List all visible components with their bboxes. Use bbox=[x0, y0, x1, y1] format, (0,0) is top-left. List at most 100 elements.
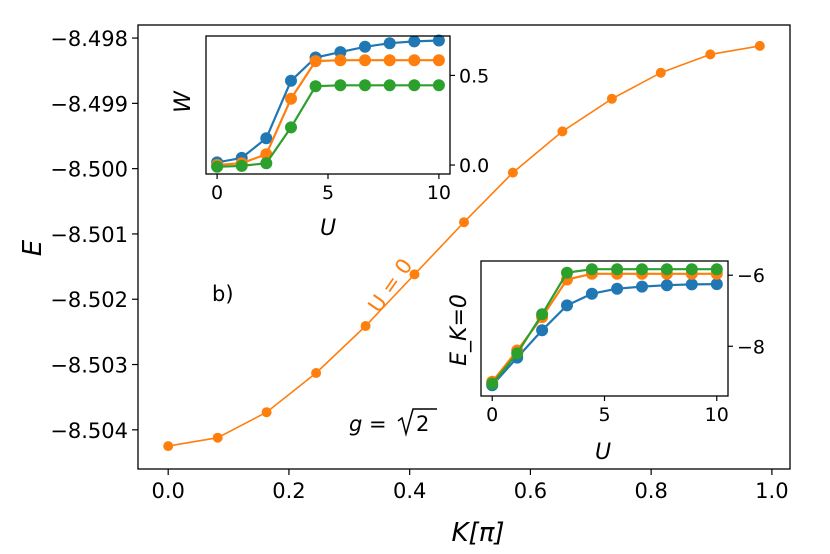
inset-top-series-line-green bbox=[217, 84, 439, 168]
main-ytick-label: −8.503 bbox=[50, 354, 128, 378]
main-xtick-label: 1.0 bbox=[755, 479, 788, 503]
inset-top-xlabel: U bbox=[320, 216, 336, 241]
main-ylabel: E bbox=[18, 239, 48, 256]
main-data-point bbox=[705, 49, 716, 60]
coupling-prefix: g = bbox=[349, 412, 387, 436]
inset-top-data-point bbox=[408, 35, 421, 48]
inset-top-series-line-blue bbox=[216, 39, 439, 164]
main-plot-frame bbox=[137, 24, 791, 470]
inset-bottom-data-point bbox=[561, 299, 573, 312]
main-xtick-label: 0.6 bbox=[514, 479, 547, 503]
inset-bottom-data-point bbox=[511, 347, 524, 360]
inset-top-xtick-label: 5 bbox=[322, 182, 334, 204]
inset-bottom-data-point bbox=[536, 308, 549, 321]
inset-top-data-point bbox=[359, 40, 371, 53]
inset-bottom-data-point bbox=[536, 324, 549, 337]
inset-top-data-point bbox=[432, 54, 445, 67]
inset-bottom-xtick-label: 10 bbox=[705, 404, 729, 426]
coupling-value: 2 bbox=[416, 412, 429, 436]
main-data-point bbox=[754, 40, 765, 51]
main-data-point bbox=[409, 269, 420, 280]
inset-bottom-data-point bbox=[710, 263, 723, 276]
inset-bottom-ytick-label: −8 bbox=[737, 336, 765, 358]
inset-bottom-frame bbox=[480, 260, 729, 397]
inset-top-data-point bbox=[432, 79, 445, 92]
inset-bottom-series-line-blue bbox=[491, 283, 717, 387]
main-xlabel: K[π] bbox=[452, 518, 505, 548]
main-ytick-label: −8.499 bbox=[50, 92, 128, 116]
curve-label: U = 0 bbox=[363, 254, 417, 317]
inset-top-data-point bbox=[408, 79, 421, 92]
main-data-point bbox=[163, 441, 174, 452]
inset-top-data-point bbox=[260, 157, 273, 170]
inset-bottom-data-point bbox=[585, 263, 598, 276]
main-data-point bbox=[655, 67, 666, 78]
sqrt-sign-icon bbox=[397, 408, 437, 437]
main-ytick-label: −8.504 bbox=[50, 419, 128, 443]
inset-bottom-ylabel-text: E_K=0 bbox=[447, 294, 472, 366]
inset-bottom-data-point bbox=[486, 377, 499, 390]
inset-bottom-data-point bbox=[585, 287, 598, 300]
inset-top-ytick-label: 0.0 bbox=[459, 155, 489, 177]
inset-top-data-point bbox=[211, 160, 224, 173]
inset-bottom-xlabel: U bbox=[595, 440, 611, 465]
main-plot: 0.0 0.2 0.4 0.6 0.8 1.0 −8.498 −8.499 −8.500 −8.5… bbox=[50, 27, 788, 503]
inset-top-data-point bbox=[383, 37, 396, 50]
inset-top-data-point bbox=[235, 159, 248, 172]
main-data-point bbox=[311, 368, 322, 378]
inset-top-data-point bbox=[334, 79, 347, 92]
inset-bottom-data-point bbox=[636, 263, 648, 276]
inset-bottom-ylabel: E_K=0 bbox=[447, 294, 472, 366]
main-xtick-label: 0.4 bbox=[393, 479, 426, 503]
inset-top-data-point bbox=[432, 34, 445, 47]
main-xtick-label: 0.0 bbox=[151, 479, 184, 503]
inset-bottom-data-point bbox=[636, 280, 648, 293]
inset-bottom-plot: 0 5 10 −6 −8 bbox=[486, 263, 765, 426]
inset-bottom-xtick-label: 0 bbox=[486, 404, 498, 426]
inset-bottom-data-point bbox=[660, 279, 673, 292]
inset-top-data-point bbox=[309, 55, 322, 68]
inset-top-data-point bbox=[334, 54, 347, 67]
inset-bottom-data-point bbox=[611, 263, 624, 276]
inset-bottom-ytick-label: −6 bbox=[737, 265, 765, 287]
inset-top-data-point bbox=[383, 54, 396, 67]
coupling-annotation: g = 2 bbox=[349, 408, 437, 437]
main-data-point bbox=[212, 432, 223, 443]
panel-label: b) bbox=[212, 282, 234, 306]
main-data-point bbox=[507, 167, 518, 178]
inset-bottom-data-point bbox=[561, 266, 573, 279]
inset-top-data-point bbox=[309, 80, 322, 93]
inset-top-data-point bbox=[260, 132, 273, 145]
inset-top-ytick-label: 0.5 bbox=[459, 65, 489, 87]
inset-top-data-point bbox=[408, 54, 421, 67]
inset-top-data-point bbox=[285, 121, 297, 134]
main-xtick-label: 0.8 bbox=[634, 479, 667, 503]
inset-top-data-point bbox=[285, 92, 297, 105]
inset-bottom-data-point bbox=[660, 263, 673, 276]
main-xtick-label: 0.2 bbox=[272, 479, 305, 503]
main-data-point bbox=[261, 407, 272, 418]
main-ytick-label: −8.498 bbox=[50, 27, 128, 51]
inset-bottom-xtick-label: 5 bbox=[598, 404, 610, 426]
main-ytick-label: −8.502 bbox=[50, 288, 128, 312]
inset-top-data-point bbox=[359, 79, 371, 92]
inset-top-data-point bbox=[285, 74, 297, 87]
inset-bottom-data-point bbox=[685, 263, 698, 276]
inset-top-ylabel: W bbox=[171, 90, 196, 113]
inset-top-series-line-orange bbox=[217, 59, 439, 167]
inset-top-data-point bbox=[359, 54, 371, 67]
inset-bottom-data-point bbox=[611, 282, 624, 295]
inset-bottom-data-point bbox=[685, 278, 698, 291]
main-data-point bbox=[606, 93, 617, 104]
main-data-point bbox=[360, 321, 371, 331]
inset-top-xtick-label: 10 bbox=[427, 182, 451, 204]
main-ytick-label: −8.501 bbox=[50, 223, 128, 247]
inset-top-xtick-label: 0 bbox=[211, 182, 223, 204]
inset-top-frame bbox=[205, 35, 451, 175]
main-ytick-label: −8.500 bbox=[50, 158, 128, 182]
inset-bottom-data-point bbox=[710, 278, 723, 291]
main-data-point bbox=[557, 126, 568, 137]
inset-top-plot: 0 5 10 0.0 0.5 bbox=[211, 34, 489, 204]
main-data-point bbox=[459, 217, 469, 228]
